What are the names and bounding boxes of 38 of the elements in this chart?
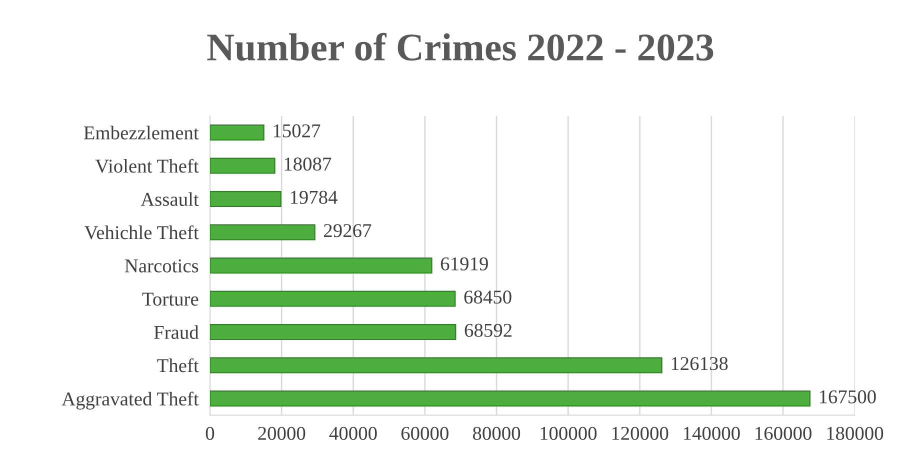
bar bbox=[210, 158, 276, 174]
x-tick-label: 0 bbox=[206, 426, 214, 440]
data-label: 29267 bbox=[324, 224, 372, 238]
x-tick-label: 60000 bbox=[401, 426, 448, 440]
y-tick-label: Torture bbox=[142, 292, 198, 306]
bar bbox=[210, 324, 456, 340]
data-label: 18087 bbox=[284, 158, 332, 171]
bar bbox=[210, 257, 432, 274]
bar bbox=[210, 290, 456, 307]
y-tick-label: Violent Theft bbox=[95, 158, 199, 173]
x-tick-label: 20000 bbox=[258, 426, 306, 440]
x-tick-label: 40000 bbox=[329, 426, 377, 440]
y-tick-label: Theft bbox=[157, 358, 199, 372]
y-tick-label: Narcotics bbox=[124, 259, 198, 272]
chart-title: Number of Crimes 2022 - 2023 bbox=[207, 32, 714, 61]
x-tick-label: 120000 bbox=[612, 426, 668, 440]
y-tick-label: Vehichle Theft bbox=[84, 225, 199, 240]
data-label: 68592 bbox=[464, 324, 512, 337]
bar bbox=[210, 357, 662, 374]
data-label: 68450 bbox=[464, 290, 512, 304]
x-tick-label: 160000 bbox=[756, 426, 812, 440]
data-label: 61919 bbox=[440, 257, 488, 270]
y-tick-label: Aggravated Theft bbox=[62, 392, 199, 410]
x-tick-label: 140000 bbox=[684, 426, 740, 440]
bar bbox=[210, 190, 282, 208]
data-label: 167500 bbox=[820, 390, 876, 404]
bar bbox=[210, 390, 810, 407]
x-tick-label: 80000 bbox=[472, 426, 520, 440]
x-tick-label: 180000 bbox=[827, 426, 884, 440]
y-tick-label: Embezzlement bbox=[84, 126, 199, 140]
bar bbox=[210, 124, 264, 141]
data-label: 15027 bbox=[274, 124, 320, 138]
x-tick-label: 100000 bbox=[540, 426, 597, 440]
y-tick-label: Assault bbox=[140, 192, 199, 206]
data-label: 126138 bbox=[672, 357, 728, 370]
y-tick-label: Fraud bbox=[154, 325, 199, 339]
bar bbox=[210, 224, 316, 240]
data-label: 19784 bbox=[290, 190, 338, 204]
